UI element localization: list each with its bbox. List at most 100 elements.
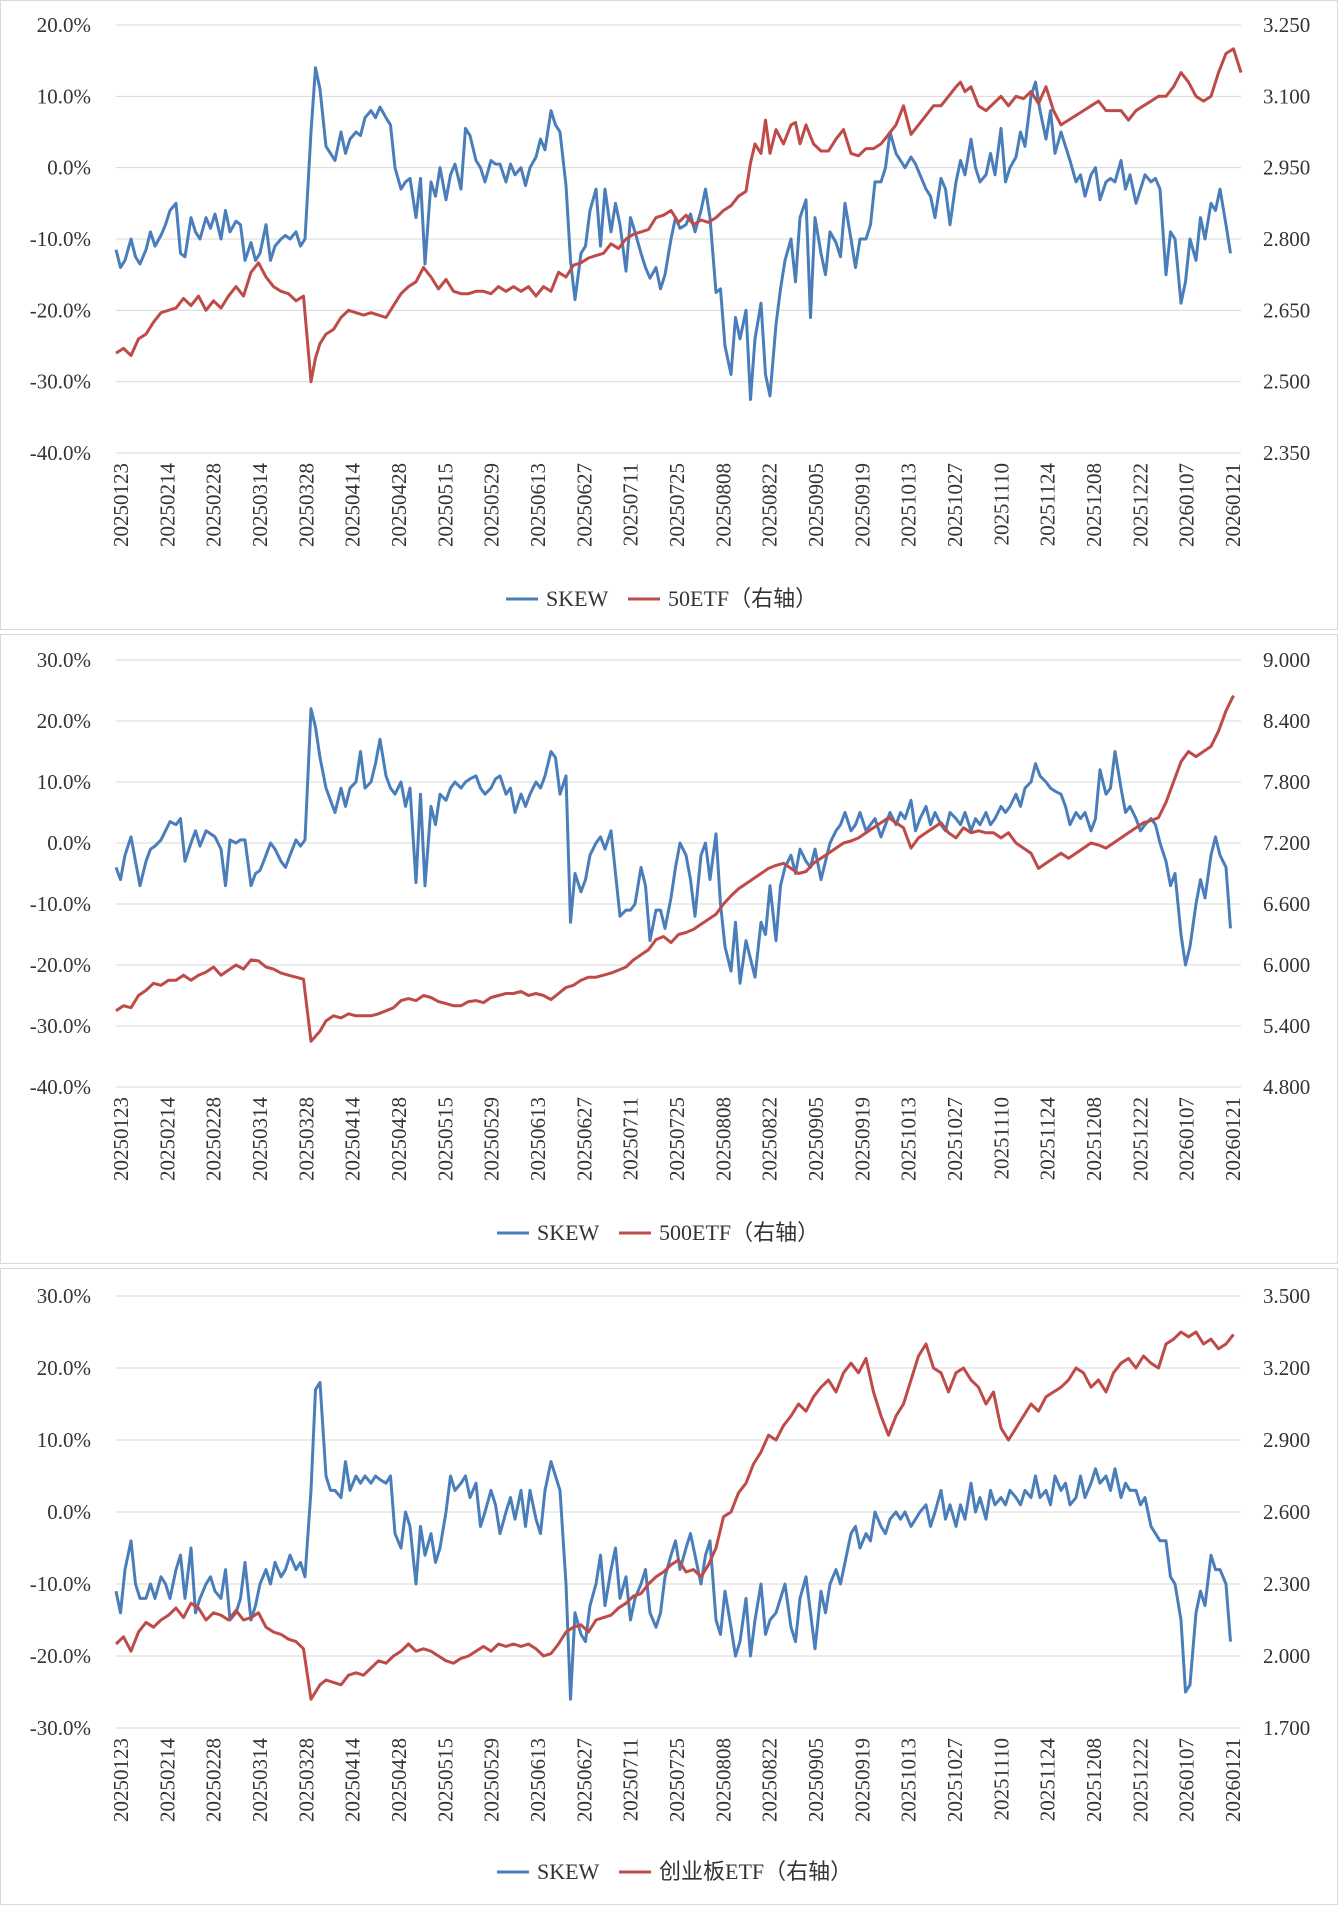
x-tick-label: 20251027 bbox=[943, 463, 967, 547]
x-tick-label: 20250123 bbox=[109, 463, 133, 547]
chart-chinext-etf-svg: 30.0% 20.0% 10.0% 0.0% -10.0% -20.0% -30.0% 3.5… bbox=[30, 1284, 1311, 1884]
x-tick-label: 20251124 bbox=[1036, 1738, 1060, 1822]
x-tick-label: 20250529 bbox=[480, 463, 504, 547]
x-tick-label: 20250725 bbox=[665, 1097, 689, 1181]
y-left-tick-label: 10.0% bbox=[37, 770, 91, 794]
y-left-tick-label: 0.0% bbox=[47, 831, 91, 855]
x-tick-label: 20250214 bbox=[155, 463, 179, 548]
x-tick-label: 20251222 bbox=[1128, 1097, 1152, 1181]
x-tick-label: 20250613 bbox=[526, 1097, 550, 1181]
x-tick-label: 20251027 bbox=[943, 1738, 967, 1822]
series-line-skew bbox=[114, 1380, 1232, 1701]
chart-panel-500etf: 30.0% 20.0% 10.0% 0.0% -10.0% -20.0% -30.0% -40… bbox=[0, 634, 1338, 1264]
x-tick-label: 20250214 bbox=[155, 1738, 179, 1823]
legend-label-etf: 创业板ETF（右轴） bbox=[659, 1859, 852, 1884]
x-tick-label: 20250515 bbox=[433, 1738, 457, 1822]
x-tick-label: 20250123 bbox=[109, 1097, 133, 1181]
y-right-tick-label: 7.800 bbox=[1263, 770, 1310, 794]
x-tick-label: 20250822 bbox=[758, 1097, 782, 1181]
y-left-tick-label: -10.0% bbox=[30, 227, 91, 251]
y-left-tick-label: -30.0% bbox=[30, 1716, 91, 1740]
y-left-tick-label: -10.0% bbox=[30, 1572, 91, 1596]
x-tick-label: 20251013 bbox=[897, 1738, 921, 1822]
chart-500etf-svg: 30.0% 20.0% 10.0% 0.0% -10.0% -20.0% -30.0% -40… bbox=[30, 648, 1311, 1245]
y-right-tick-label: 2.350 bbox=[1263, 441, 1310, 465]
x-tick-label: 20250515 bbox=[433, 463, 457, 547]
x-tick-label: 20250428 bbox=[387, 463, 411, 547]
x-tick-label: 20251027 bbox=[943, 1097, 967, 1181]
y-left-tick-label: 30.0% bbox=[37, 1284, 91, 1308]
legend-label-skew: SKEW bbox=[537, 1220, 600, 1245]
x-tick-label: 20250428 bbox=[387, 1738, 411, 1822]
x-tick-label: 20250613 bbox=[526, 1738, 550, 1822]
x-tick-label: 20250328 bbox=[294, 463, 318, 547]
x-tick-label: 20260107 bbox=[1175, 463, 1199, 547]
series-line-etf bbox=[115, 47, 1243, 384]
x-tick-label: 20250905 bbox=[804, 1097, 828, 1181]
y-left-tick-label: -20.0% bbox=[30, 298, 91, 322]
series-line-etf bbox=[114, 1330, 1235, 1701]
y-right-tick-label: 7.200 bbox=[1263, 831, 1310, 855]
x-tick-label: 20250808 bbox=[711, 1097, 735, 1181]
y-right-tick-label: 5.400 bbox=[1263, 1014, 1310, 1038]
y-right-tick-label: 3.100 bbox=[1263, 84, 1310, 108]
y-right-tick-label: 8.400 bbox=[1263, 709, 1310, 733]
x-tick-label: 20250414 bbox=[341, 1097, 365, 1182]
x-tick-label: 20250228 bbox=[202, 1738, 226, 1822]
y-left-tick-label: -30.0% bbox=[30, 1014, 91, 1038]
y-left-tick-label: 30.0% bbox=[37, 648, 91, 672]
x-tick-label: 20251208 bbox=[1082, 1738, 1106, 1822]
y-left-tick-label: -30.0% bbox=[30, 370, 91, 394]
y-right-tick-label: 6.000 bbox=[1263, 953, 1310, 977]
x-tick-label: 20250711 bbox=[619, 1738, 643, 1821]
x-tick-label: 20251222 bbox=[1128, 463, 1152, 547]
x-tick-label: 20250627 bbox=[572, 463, 596, 547]
x-tick-label: 20250515 bbox=[433, 1097, 457, 1181]
y-left-tick-label: 20.0% bbox=[37, 13, 91, 37]
x-tick-label: 20250627 bbox=[572, 1738, 596, 1822]
y-right-tick-label: 2.000 bbox=[1263, 1644, 1310, 1668]
x-tick-label: 20250414 bbox=[341, 1738, 365, 1823]
y-right-tick-label: 4.800 bbox=[1263, 1075, 1310, 1099]
y-left-tick-label: 20.0% bbox=[37, 709, 91, 733]
x-tick-label: 20250919 bbox=[850, 463, 874, 547]
x-tick-label: 20260121 bbox=[1221, 463, 1245, 547]
x-tick-label: 20250905 bbox=[804, 463, 828, 547]
x-tick-label: 20260121 bbox=[1221, 1097, 1245, 1181]
y-right-tick-label: 2.950 bbox=[1263, 156, 1310, 180]
y-right-tick-label: 2.500 bbox=[1263, 370, 1310, 394]
x-tick-label: 20251110 bbox=[989, 1738, 1013, 1820]
x-tick-label: 20250725 bbox=[665, 463, 689, 547]
y-right-tick-label: 2.650 bbox=[1263, 298, 1310, 322]
x-tick-label: 20250414 bbox=[341, 463, 365, 548]
y-right-tick-label: 3.500 bbox=[1263, 1284, 1310, 1308]
x-tick-label: 20251208 bbox=[1082, 1097, 1106, 1181]
x-tick-label: 20250314 bbox=[248, 1738, 272, 1823]
legend-label-skew: SKEW bbox=[537, 1859, 600, 1884]
series-line-skew bbox=[114, 66, 1232, 401]
y-right-tick-label: 6.600 bbox=[1263, 892, 1310, 916]
x-tick-label: 20260107 bbox=[1175, 1097, 1199, 1181]
y-right-tick-label: 2.900 bbox=[1263, 1428, 1310, 1452]
y-left-tick-label: -40.0% bbox=[30, 1075, 91, 1099]
y-left-tick-label: 10.0% bbox=[37, 84, 91, 108]
series-line-skew bbox=[114, 707, 1232, 985]
x-tick-label: 20250919 bbox=[850, 1738, 874, 1822]
x-tick-label: 20250228 bbox=[202, 463, 226, 547]
x-tick-label: 20251208 bbox=[1082, 463, 1106, 547]
x-tick-label: 20250613 bbox=[526, 463, 550, 547]
y-left-tick-label: -20.0% bbox=[30, 953, 91, 977]
x-tick-label: 20250214 bbox=[155, 1097, 179, 1182]
x-tick-label: 20250529 bbox=[480, 1738, 504, 1822]
y-right-tick-label: 2.300 bbox=[1263, 1572, 1310, 1596]
y-right-tick-label: 2.600 bbox=[1263, 1500, 1310, 1524]
x-tick-label: 20251110 bbox=[989, 1097, 1013, 1179]
y-left-tick-label: 0.0% bbox=[47, 1500, 91, 1524]
x-tick-label: 20251013 bbox=[897, 1097, 921, 1181]
y-left-tick-label: -40.0% bbox=[30, 441, 91, 465]
x-tick-label: 20250228 bbox=[202, 1097, 226, 1181]
x-tick-label: 20250905 bbox=[804, 1738, 828, 1822]
y-left-tick-label: -20.0% bbox=[30, 1644, 91, 1668]
x-tick-label: 20260107 bbox=[1175, 1738, 1199, 1822]
series-line-etf bbox=[115, 694, 1235, 1043]
